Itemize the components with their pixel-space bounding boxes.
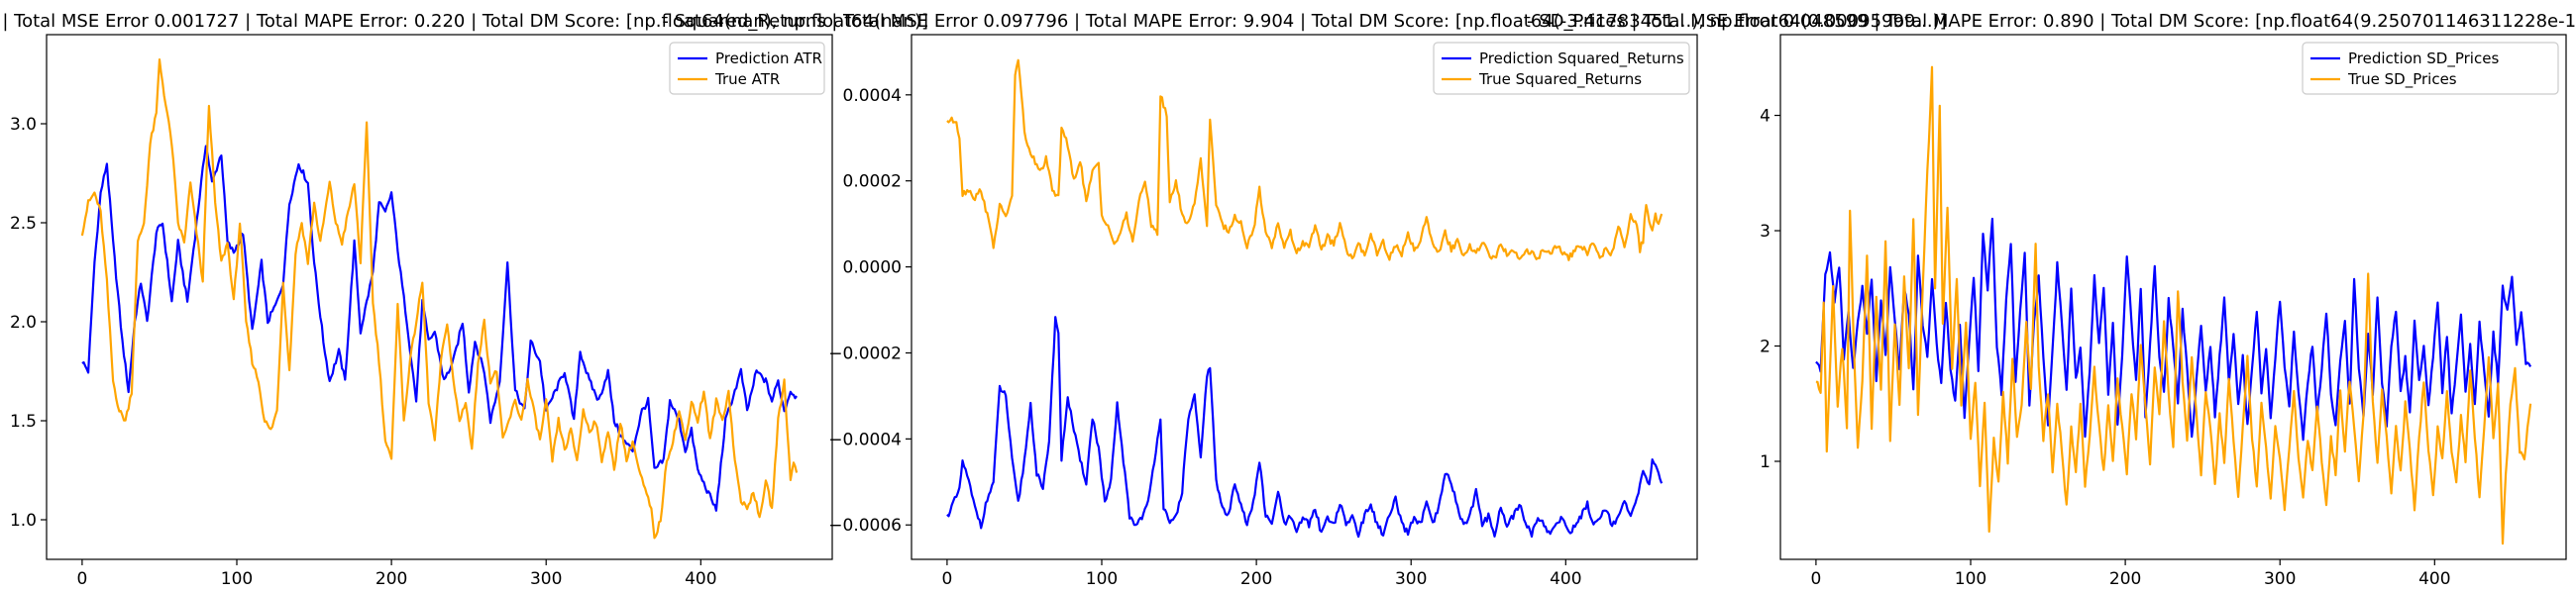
legend: Prediction SD_Prices True SD_Prices <box>2302 42 2559 95</box>
legend-label: True SD_Prices <box>2347 70 2457 89</box>
x-tick-label: 0 <box>76 569 87 589</box>
legend-label: True Squared_Returns <box>1478 70 1642 89</box>
y-tick-label: 3.0 <box>10 115 37 135</box>
x-tick-label: 0 <box>941 569 952 589</box>
x-tick-label: 100 <box>1955 569 1986 589</box>
y-tick-label: 3 <box>1760 222 1771 242</box>
x-tick-label: 300 <box>1395 569 1427 589</box>
y-tick-label: 1.5 <box>10 412 37 432</box>
legend: Prediction ATR True ATR <box>669 42 825 95</box>
y-tick-label: 1.0 <box>10 511 37 531</box>
y-tick-label: 2 <box>1760 338 1771 357</box>
y-tick-label: 0.0000 <box>843 258 902 278</box>
y-tick-label: 0.0002 <box>843 172 902 192</box>
series-line-true-sd-prices <box>1815 65 2532 545</box>
x-tick-label: 200 <box>1240 569 1272 589</box>
legend: Prediction Squared_Returns True Squared_R… <box>1433 42 1690 95</box>
y-tick-label: 2.0 <box>10 313 37 333</box>
legend-label: True ATR <box>714 70 780 88</box>
legend-box <box>669 42 825 95</box>
axes-frame <box>46 34 833 560</box>
y-tick-label: 1 <box>1760 452 1771 472</box>
series-line-true-atr <box>80 58 799 540</box>
axes-frame <box>1779 34 2567 560</box>
x-tick-label: 300 <box>2264 569 2296 589</box>
x-tick-label: 400 <box>2418 569 2450 589</box>
chart-title: - Squared_Returns | Total MSE Error 0.09… <box>662 11 1946 32</box>
x-tick-label: 300 <box>530 569 562 589</box>
chart-title: - ATR | Total MSE Error 0.001727 | Total… <box>0 11 928 32</box>
legend-label: Prediction ATR <box>715 50 822 67</box>
legend-label: Prediction SD_Prices <box>2348 50 2499 68</box>
legend-box <box>2302 42 2559 95</box>
series-line-prediction-sd-prices <box>1815 217 2532 442</box>
x-tick-label: 400 <box>685 569 716 589</box>
legend-label: Prediction Squared_Returns <box>1479 50 1684 68</box>
chart-panel-3: 0 100 200 300 400 1 2 3 4 Prediction SD_Prices Tru… <box>1760 34 2567 589</box>
legend-box <box>1433 42 1690 95</box>
axes-frame <box>911 34 1698 560</box>
series-line-prediction-squared-returns <box>946 316 1664 539</box>
x-tick-label: 100 <box>1086 569 1118 589</box>
chart-panel-2: 0 100 200 300 400 −0.0006 −0.0004 −0.0002 0.0000… <box>828 34 1698 589</box>
y-tick-label: 2.5 <box>10 214 37 234</box>
x-tick-label: 100 <box>221 569 253 589</box>
y-tick-label: −0.0004 <box>828 430 902 449</box>
x-tick-label: 200 <box>376 569 407 589</box>
y-tick-label: 0.0004 <box>843 86 902 106</box>
y-tick-label: 4 <box>1760 107 1771 127</box>
chart-panel-1: 0 100 200 300 400 1.0 1.5 2.0 2.5 3.0 Prediction A… <box>10 34 833 589</box>
y-tick-label: −0.0006 <box>828 516 902 536</box>
y-tick-label: −0.0002 <box>828 344 902 363</box>
x-tick-label: 0 <box>1810 569 1821 589</box>
x-tick-label: 400 <box>1550 569 1581 589</box>
chart-title: - SD_Prices | Total MSE Error 0.048599 |… <box>1527 11 2576 32</box>
series-line-true-squared-returns <box>946 58 1664 261</box>
x-tick-label: 200 <box>2109 569 2141 589</box>
